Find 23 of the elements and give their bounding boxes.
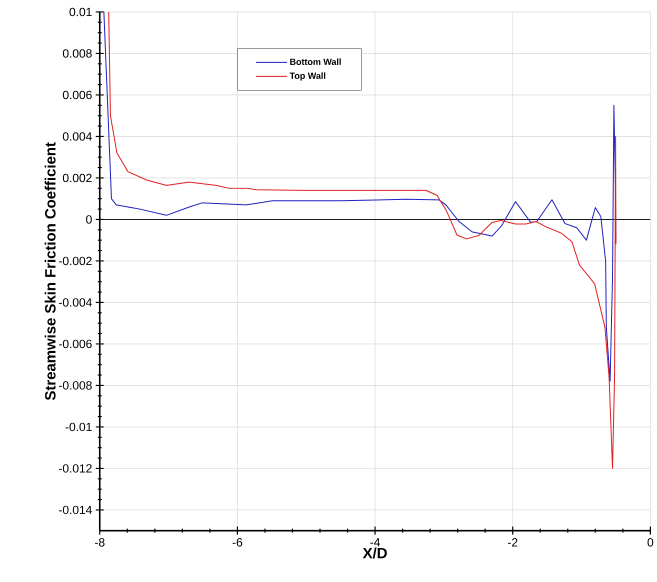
y-tick-label: -0.006 <box>58 340 92 348</box>
y-tick-label: -0.014 <box>58 506 92 514</box>
y-tick-label: 0.004 <box>62 132 92 141</box>
y-axis-title: Streamwise Skin Friction Coefficient <box>44 142 56 400</box>
line-series <box>103 12 616 382</box>
y-tick-label: -0.01 <box>66 422 92 432</box>
y-tick-label: 0.002 <box>62 174 92 182</box>
legend-label: Bottom Wall <box>290 58 341 66</box>
x-tick-label: -6 <box>232 538 242 547</box>
x-tick-label: -8 <box>94 538 105 547</box>
y-tick-label: 0 <box>86 215 92 224</box>
x-tick-label: 0 <box>648 538 654 547</box>
y-tick-label: 0.01 <box>70 8 92 16</box>
x-tick-label: -4 <box>370 538 380 547</box>
y-tick-label: -0.008 <box>58 381 92 390</box>
x-axis-title: X/D <box>362 548 387 559</box>
y-tick-label: 0.008 <box>62 49 92 58</box>
legend-label: Top Wall <box>290 72 326 81</box>
y-tick-label: -0.012 <box>58 464 92 473</box>
y-tick-label: 0.006 <box>62 90 92 100</box>
x-tick-label: -2 <box>508 538 518 547</box>
y-tick-label: -0.002 <box>58 256 92 266</box>
y-tick-label: -0.004 <box>58 298 92 307</box>
